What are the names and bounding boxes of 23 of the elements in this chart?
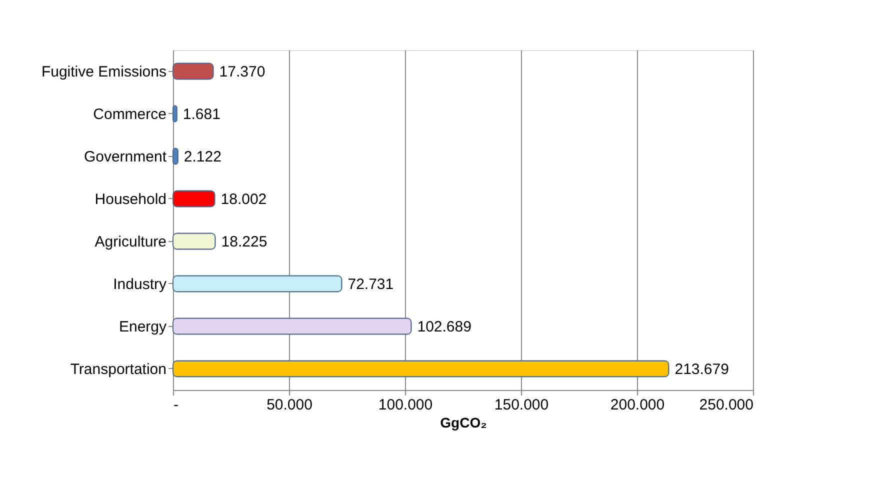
x-tick-label: 100.000 bbox=[378, 396, 433, 414]
y-tick-label: Household bbox=[94, 190, 166, 208]
y-tick-label: Transportation bbox=[70, 360, 166, 378]
data-label: 102.689 bbox=[417, 318, 472, 336]
x-tick-label: 50.000 bbox=[266, 396, 312, 414]
data-label: 2.122 bbox=[184, 148, 222, 166]
x-axis-title: GgCO₂ bbox=[440, 414, 487, 430]
y-tick-label: Commerce bbox=[93, 106, 166, 123]
y-tick-label: Energy bbox=[118, 318, 167, 336]
data-label: 18.002 bbox=[220, 190, 267, 208]
x-tick-label: 150.000 bbox=[494, 396, 549, 414]
x-tick-label: 200.000 bbox=[610, 396, 665, 414]
x-tick-label: 250.000 bbox=[699, 396, 754, 414]
data-label: 17.370 bbox=[219, 63, 266, 80]
y-tick-label: Agriculture bbox=[94, 233, 166, 250]
y-tick-label: Fugitive Emissions bbox=[41, 63, 166, 80]
data-label: 72.731 bbox=[348, 276, 394, 293]
y-tick-label: Industry bbox=[113, 276, 167, 293]
data-label: 213.679 bbox=[674, 360, 729, 378]
x-tick-label: - bbox=[174, 396, 178, 414]
data-label: 1.681 bbox=[182, 106, 220, 123]
y-tick-label: Government bbox=[84, 148, 168, 166]
data-label: 18.225 bbox=[221, 233, 268, 250]
